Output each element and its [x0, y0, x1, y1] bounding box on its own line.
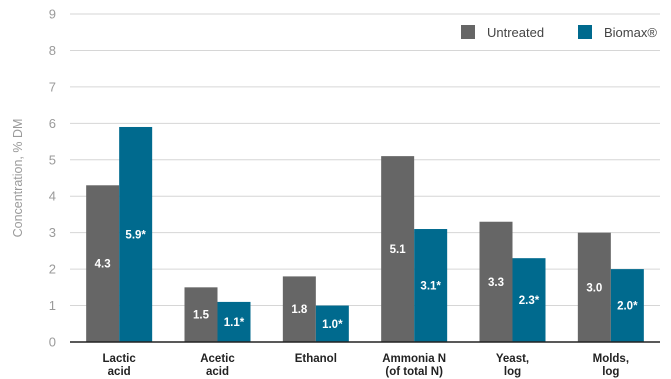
category-label: log: [504, 366, 521, 378]
bar-biomax: [610, 269, 644, 342]
data-label: 1.5: [193, 310, 210, 322]
category-label: Ethanol: [295, 353, 337, 365]
legend-swatch: [461, 25, 475, 39]
bar-untreated: [282, 276, 316, 342]
y-tick-label: 7: [49, 79, 56, 94]
category-label: Ammonia N: [382, 353, 446, 365]
bar-biomax: [315, 305, 349, 342]
category-label: acid: [108, 366, 131, 378]
y-tick-label: 1: [49, 298, 56, 313]
bar-untreated: [381, 156, 415, 342]
y-tick-label: 9: [49, 7, 56, 22]
bar-biomax: [217, 301, 251, 342]
bars: [86, 126, 644, 342]
y-tick-label: 8: [49, 43, 56, 58]
bar-untreated: [184, 287, 218, 342]
bar-untreated: [577, 232, 611, 342]
bar-untreated: [479, 221, 513, 342]
category-label: Lactic: [103, 353, 137, 365]
data-label: 3.1*: [420, 281, 441, 293]
data-label: 3.0: [586, 282, 602, 294]
y-tick-label: 6: [49, 116, 56, 131]
y-axis-ticks: 0 1 2 3 4 5 6 7 8 9: [49, 7, 56, 350]
category-label: (of total N): [385, 366, 443, 378]
bar-biomax: [512, 258, 546, 342]
y-tick-label: 3: [49, 225, 56, 240]
gridlines: [70, 13, 660, 307]
data-label: 5.1: [390, 244, 407, 256]
category-label: Yeast,: [496, 353, 529, 365]
data-label: 1.1*: [224, 317, 245, 329]
y-tick-label: 5: [49, 152, 56, 167]
bar-biomax: [414, 229, 448, 342]
legend-label: Biomax®: [604, 25, 657, 40]
category-label: log: [602, 366, 619, 378]
bar-biomax: [119, 126, 153, 342]
legend-swatch: [578, 25, 592, 39]
category-label: acid: [206, 366, 229, 378]
data-label: 3.3: [488, 277, 504, 289]
category-label: Acetic: [200, 353, 235, 365]
data-label: 2.0*: [617, 301, 638, 313]
data-label: 2.3*: [519, 295, 540, 307]
legend-label: Untreated: [487, 25, 544, 40]
data-label: 5.9*: [125, 229, 146, 241]
y-tick-label: 4: [49, 189, 56, 204]
data-label: 1.8: [291, 304, 308, 316]
y-tick-label: 0: [49, 335, 56, 350]
data-label: 1.0*: [322, 319, 343, 331]
category-label: Molds,: [593, 353, 629, 365]
y-tick-label: 2: [49, 262, 56, 277]
y-axis-label: Concentration, % DM: [11, 119, 25, 238]
bar-untreated: [86, 185, 120, 342]
data-label: 4.3: [95, 259, 111, 271]
legend: Untreated Biomax®: [461, 25, 657, 40]
data-labels: 4.3 5.9* 1.5 1.1* 1.8 1.0* 5.1 3.1* 3.3 2.3* 3.0 2.…: [95, 229, 638, 330]
